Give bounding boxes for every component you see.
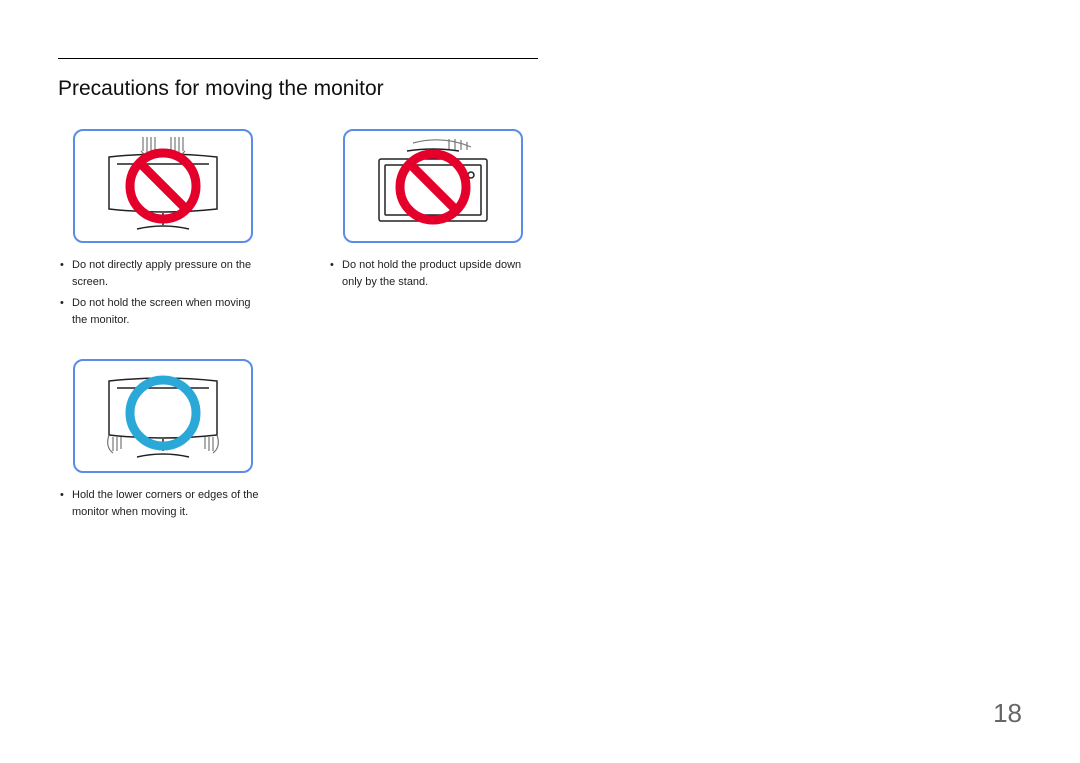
bullets-hold-corners: Hold the lower corners or edges of the m… <box>58 487 268 521</box>
prohibit-press-screen-icon <box>83 137 243 235</box>
cell-hold-corners: Hold the lower corners or edges of the m… <box>58 359 268 525</box>
bullets-press-screen: Do not directly apply pressure on the sc… <box>58 257 268 329</box>
section-rule <box>58 58 538 59</box>
illus-box-hold-stand <box>343 129 523 243</box>
section-title: Precautions for moving the monitor <box>58 77 1022 101</box>
row-1: Do not directly apply pressure on the sc… <box>58 129 1022 333</box>
bullet-item: Do not hold the screen when moving the m… <box>58 295 268 329</box>
cell-hold-stand: Do not hold the product upside down only… <box>328 129 538 333</box>
row-2: Hold the lower corners or edges of the m… <box>58 359 1022 525</box>
prohibit-hold-stand-icon <box>353 137 513 235</box>
page-number: 18 <box>993 698 1022 729</box>
illus-box-press-screen <box>73 129 253 243</box>
manual-page: Precautions for moving the monitor <box>0 0 1080 763</box>
bullet-item: Do not hold the product upside down only… <box>328 257 538 291</box>
bullet-item: Do not directly apply pressure on the sc… <box>58 257 268 291</box>
bullet-item: Hold the lower corners or edges of the m… <box>58 487 268 521</box>
illus-box-hold-corners <box>73 359 253 473</box>
allow-hold-corners-icon <box>83 367 243 465</box>
cell-press-screen: Do not directly apply pressure on the sc… <box>58 129 268 333</box>
bullets-hold-stand: Do not hold the product upside down only… <box>328 257 538 291</box>
